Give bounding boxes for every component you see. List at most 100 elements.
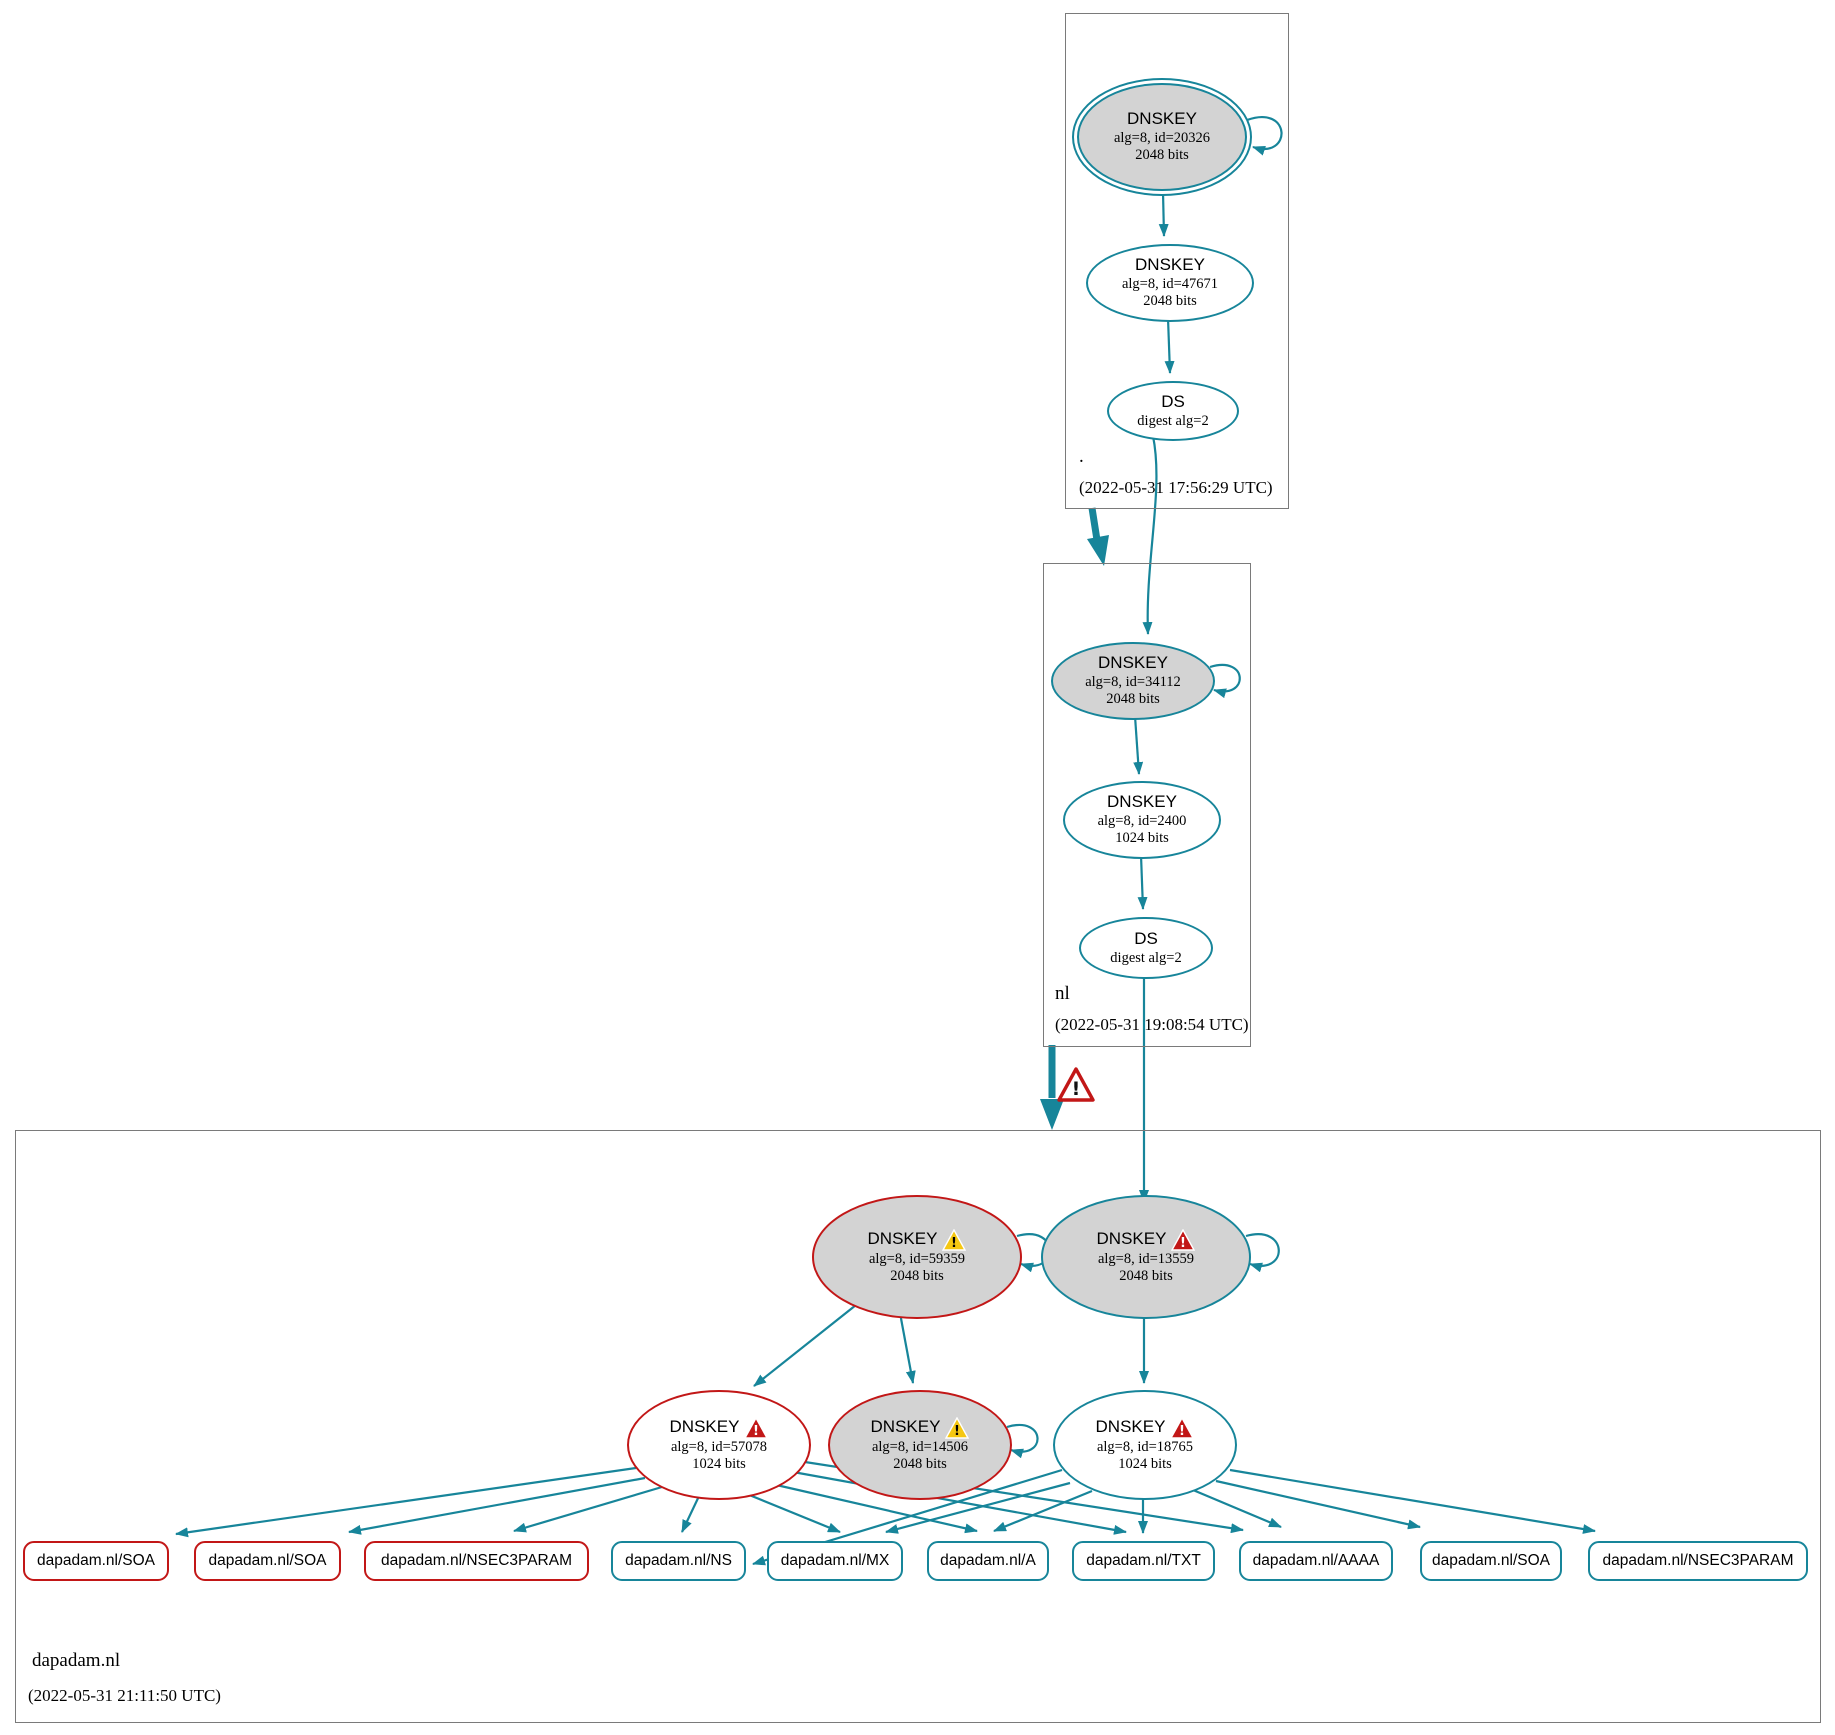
dnskey-node-59359[interactable]: DNSKEY ! alg=8, id=59359 2048 bits <box>812 1195 1022 1319</box>
zone-label-dapadam: dapadam.nl <box>32 1650 121 1671</box>
dnskey-59359-meta: alg=8, id=59359 <box>868 1250 966 1267</box>
delegation-warning-icon: ! <box>1057 1067 1095 1102</box>
dnskey-root-zsk-meta: alg=8, id=47671 <box>1121 275 1219 292</box>
dnskey-18765-meta: alg=8, id=18765 <box>1096 1438 1194 1455</box>
dnskey-59359-title: DNSKEY ! <box>868 1228 967 1251</box>
edge-57078-to-soa2 <box>348 1476 646 1535</box>
dnskey-root-ksk-inner-ring <box>1077 83 1247 191</box>
edge-root-ksk-to-zsk <box>1158 191 1169 237</box>
rrset-dapadam-nsec3param-2[interactable]: dapadam.nl/NSEC3PARAM <box>1588 1541 1808 1581</box>
edge-57078-to-mx <box>741 1490 841 1534</box>
dnskey-node-root-zsk[interactable]: DNSKEY alg=8, id=47671 2048 bits <box>1086 244 1254 322</box>
error-icon: ! <box>1171 1228 1196 1251</box>
dnskey-57078-meta: alg=8, id=57078 <box>670 1438 768 1455</box>
edge-18765-to-aaaa <box>1192 1488 1282 1529</box>
dnskey-nl-zsk-title: DNSKEY <box>1107 792 1177 812</box>
zone-label-nl: nl <box>1055 983 1070 1004</box>
dnskey-59359-bits: 2048 bits <box>890 1268 944 1284</box>
edge-delegation-root-nl <box>1088 507 1101 541</box>
dnskey-18765-title: DNSKEY ! <box>1096 1416 1195 1439</box>
ds-node-root[interactable]: DS digest alg=2 <box>1107 381 1239 441</box>
zone-box-dapadam <box>15 1130 1821 1723</box>
dnskey-node-nl-zsk[interactable]: DNSKEY alg=8, id=2400 1024 bits <box>1063 781 1221 859</box>
edge-57078-to-ns <box>681 1493 701 1533</box>
edge-nl-zsk-to-ds <box>1137 854 1148 910</box>
rrset-dapadam-txt[interactable]: dapadam.nl/TXT <box>1072 1541 1215 1581</box>
dnskey-14506-title: DNSKEY ! <box>871 1416 970 1439</box>
dnskey-node-14506[interactable]: DNSKEY ! alg=8, id=14506 2048 bits <box>828 1390 1012 1500</box>
rrset-dapadam-nsec3param-1[interactable]: dapadam.nl/NSEC3PARAM <box>364 1541 589 1581</box>
rrset-dapadam-soa-2[interactable]: dapadam.nl/SOA <box>194 1541 341 1581</box>
warning-icon: ! <box>945 1416 970 1439</box>
svg-text:!: ! <box>1180 1236 1186 1251</box>
ds-nl-title: DS <box>1134 929 1158 949</box>
edge-nl-ksk-to-zsk <box>1133 715 1144 775</box>
zone-box-root <box>1065 13 1289 509</box>
dnskey-13559-meta: alg=8, id=13559 <box>1097 1250 1195 1267</box>
zone-label-root: . <box>1079 446 1084 467</box>
rrset-dapadam-mx[interactable]: dapadam.nl/MX <box>767 1541 903 1581</box>
dnskey-root-ksk-meta: alg=8, id=20326 <box>1113 129 1211 146</box>
ds-root-meta: digest alg=2 <box>1137 412 1209 429</box>
dnskey-57078-bits: 1024 bits <box>692 1456 746 1472</box>
edge-57078-to-a <box>771 1482 978 1534</box>
edge-root-zsk-to-ds <box>1164 317 1175 374</box>
dnskey-nl-ksk-bits: 2048 bits <box>1106 691 1160 708</box>
svg-text:!: ! <box>1072 1078 1081 1100</box>
edge-57078-to-nsec3param-red <box>513 1485 663 1533</box>
dnskey-root-zsk-bits: 2048 bits <box>1143 293 1197 310</box>
dnskey-18765-bits: 1024 bits <box>1118 1456 1172 1472</box>
dnskey-13559-title: DNSKEY ! <box>1097 1228 1196 1251</box>
zone-timestamp-nl: (2022-05-31 19:08:54 UTC) <box>1055 1015 1249 1034</box>
edge-18765-to-a <box>993 1489 1093 1533</box>
dnskey-nl-zsk-bits: 1024 bits <box>1115 830 1169 847</box>
dnskey-node-13559[interactable]: DNSKEY ! alg=8, id=13559 2048 bits <box>1041 1195 1251 1319</box>
edge-root-ds-to-nl-ksk <box>1142 435 1158 635</box>
dnskey-nl-zsk-meta: alg=8, id=2400 <box>1097 812 1187 829</box>
edge-dap-59359-to-14506 <box>898 1312 916 1384</box>
rrset-dapadam-ns[interactable]: dapadam.nl/NS <box>611 1541 746 1581</box>
dnskey-node-18765[interactable]: DNSKEY ! alg=8, id=18765 1024 bits <box>1053 1390 1237 1500</box>
edge-root-ksk-selfloop <box>1246 116 1283 156</box>
svg-text:!: ! <box>951 1236 957 1251</box>
dnskey-root-zsk-title: DNSKEY <box>1135 255 1205 275</box>
dnskey-nl-ksk-title: DNSKEY <box>1098 653 1168 673</box>
edge-18765-to-mx <box>885 1481 1071 1534</box>
edge-delegation-root-nl-arrowhead <box>1087 535 1109 566</box>
rrset-dapadam-aaaa[interactable]: dapadam.nl/AAAA <box>1239 1541 1393 1581</box>
warning-icon: ! <box>942 1228 967 1251</box>
ds-root-title: DS <box>1161 392 1185 412</box>
edge-18765-to-soa <box>1215 1479 1421 1530</box>
dnskey-14506-bits: 2048 bits <box>893 1456 947 1472</box>
dnskey-root-ksk-bits: 2048 bits <box>1135 147 1189 164</box>
dnskey-node-nl-ksk[interactable]: DNSKEY alg=8, id=34112 2048 bits <box>1051 642 1215 720</box>
dnskey-57078-title: DNSKEY ! <box>670 1416 769 1439</box>
edge-57078-to-soa1 <box>175 1466 637 1538</box>
edge-dap-13559-selfloop <box>1245 1233 1280 1273</box>
dnskey-14506-meta: alg=8, id=14506 <box>871 1438 969 1455</box>
svg-text:!: ! <box>954 1424 960 1439</box>
zone-timestamp-root: (2022-05-31 17:56:29 UTC) <box>1079 478 1273 497</box>
rrset-dapadam-a[interactable]: dapadam.nl/A <box>927 1541 1049 1581</box>
ds-node-nl[interactable]: DS digest alg=2 <box>1079 917 1213 979</box>
edge-nl-ksk-selfloop <box>1209 664 1241 699</box>
zone-box-nl <box>1043 563 1251 1047</box>
rrset-dapadam-soa-1[interactable]: dapadam.nl/SOA <box>23 1541 169 1581</box>
zone-timestamp-dapadam: (2022-05-31 21:11:50 UTC) <box>28 1686 221 1705</box>
dnskey-node-57078[interactable]: DNSKEY ! alg=8, id=57078 1024 bits <box>627 1390 811 1500</box>
dnskey-node-root-ksk[interactable]: DNSKEY alg=8, id=20326 2048 bits <box>1072 78 1252 196</box>
rrset-dapadam-soa-3[interactable]: dapadam.nl/SOA <box>1420 1541 1562 1581</box>
edge-delegation-nl-dapadam-arrowhead <box>1040 1099 1064 1130</box>
dnskey-root-ksk-title: DNSKEY <box>1127 109 1197 129</box>
edge-18765-to-nsec3param <box>1229 1468 1596 1534</box>
dnskey-13559-bits: 2048 bits <box>1119 1268 1173 1284</box>
error-icon: ! <box>744 1416 769 1439</box>
dnskey-nl-ksk-meta: alg=8, id=34112 <box>1085 673 1181 690</box>
edge-dap-14506-selfloop <box>1006 1424 1039 1459</box>
svg-text:!: ! <box>753 1424 759 1439</box>
ds-nl-meta: digest alg=2 <box>1110 949 1182 966</box>
svg-text:!: ! <box>1179 1424 1185 1439</box>
error-icon: ! <box>1170 1416 1195 1439</box>
